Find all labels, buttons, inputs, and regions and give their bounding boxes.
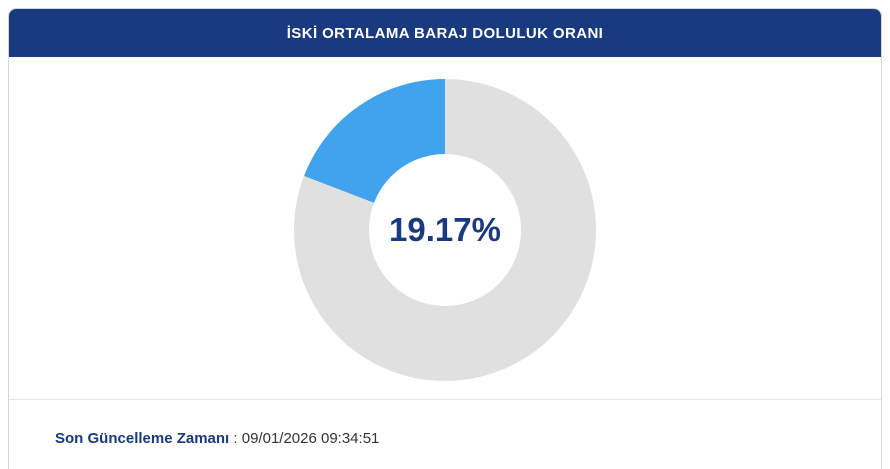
dam-occupancy-card: İSKİ ORTALAMA BARAJ DOLULUK ORANI 19.17%…	[8, 8, 882, 469]
donut-hole: 19.17%	[369, 154, 521, 306]
card-footer: Son Güncelleme Zamanı : 09/01/2026 09:34…	[9, 399, 881, 469]
page: İSKİ ORTALAMA BARAJ DOLULUK ORANI 19.17%…	[0, 8, 890, 469]
chart-area: 19.17%	[9, 57, 881, 399]
last-update-timestamp: 09/01/2026 09:34:51	[241, 430, 380, 447]
last-update-label: Son Güncelleme Zamanı	[55, 430, 230, 447]
card-title: İSKİ ORTALAMA BARAJ DOLULUK ORANI	[286, 24, 604, 42]
footer-separator: :	[229, 430, 242, 447]
donut-chart[interactable]: 19.17%	[294, 79, 596, 381]
donut-center-value: 19.17%	[389, 211, 501, 248]
card-header: İSKİ ORTALAMA BARAJ DOLULUK ORANI	[9, 9, 881, 57]
